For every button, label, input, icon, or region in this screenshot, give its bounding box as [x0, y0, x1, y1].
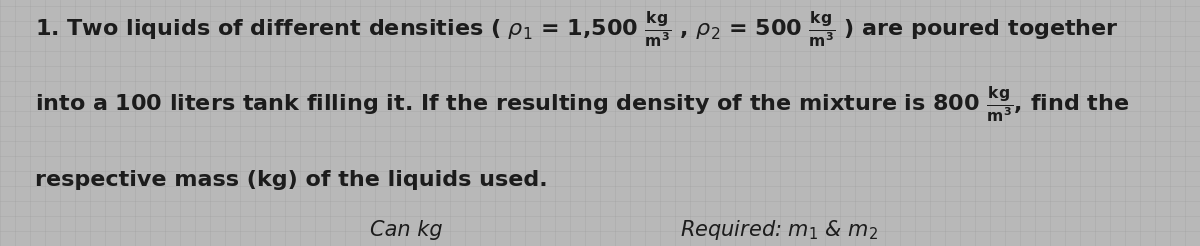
Text: into a 100 liters tank filling it. If the resulting density of the mixture is 80: into a 100 liters tank filling it. If th… — [35, 85, 1129, 125]
Text: Required: $m_1$ & $m_2$: Required: $m_1$ & $m_2$ — [680, 218, 878, 242]
Text: Can kg: Can kg — [370, 220, 443, 240]
Text: 1. Two liquids of different densities ( $\rho_1$ = 1,500 $\mathbf{\frac{kg}{m^3}: 1. Two liquids of different densities ( … — [35, 10, 1118, 50]
Text: respective mass (kg) of the liquids used.: respective mass (kg) of the liquids used… — [35, 170, 547, 190]
